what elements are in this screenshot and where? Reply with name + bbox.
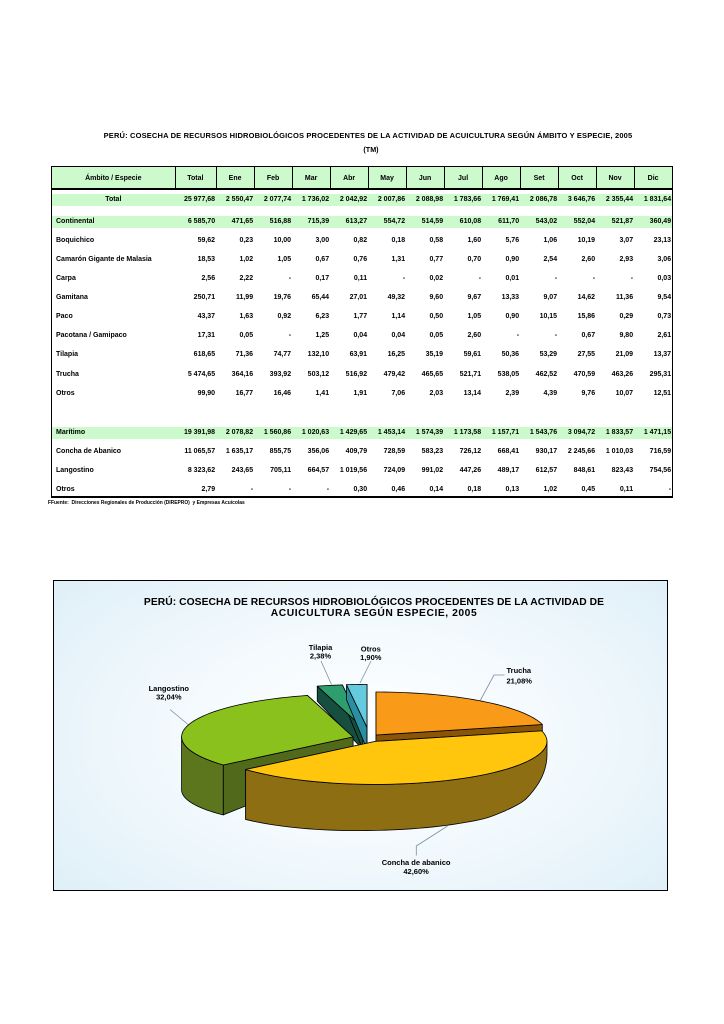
svg-text:1,90%: 1,90% (360, 653, 382, 662)
svg-text:21,08%: 21,08% (506, 676, 532, 685)
svg-text:32,04%: 32,04% (156, 693, 182, 702)
svg-text:Concha de abanico: Concha de abanico (381, 858, 450, 867)
svg-text:Trucha: Trucha (506, 666, 531, 675)
svg-text:Tilapia: Tilapia (308, 643, 332, 652)
svg-text:2,38%: 2,38% (309, 652, 331, 661)
svg-text:Langostino: Langostino (148, 684, 189, 693)
svg-text:42,60%: 42,60% (403, 867, 429, 876)
svg-text:Otros: Otros (360, 644, 380, 653)
